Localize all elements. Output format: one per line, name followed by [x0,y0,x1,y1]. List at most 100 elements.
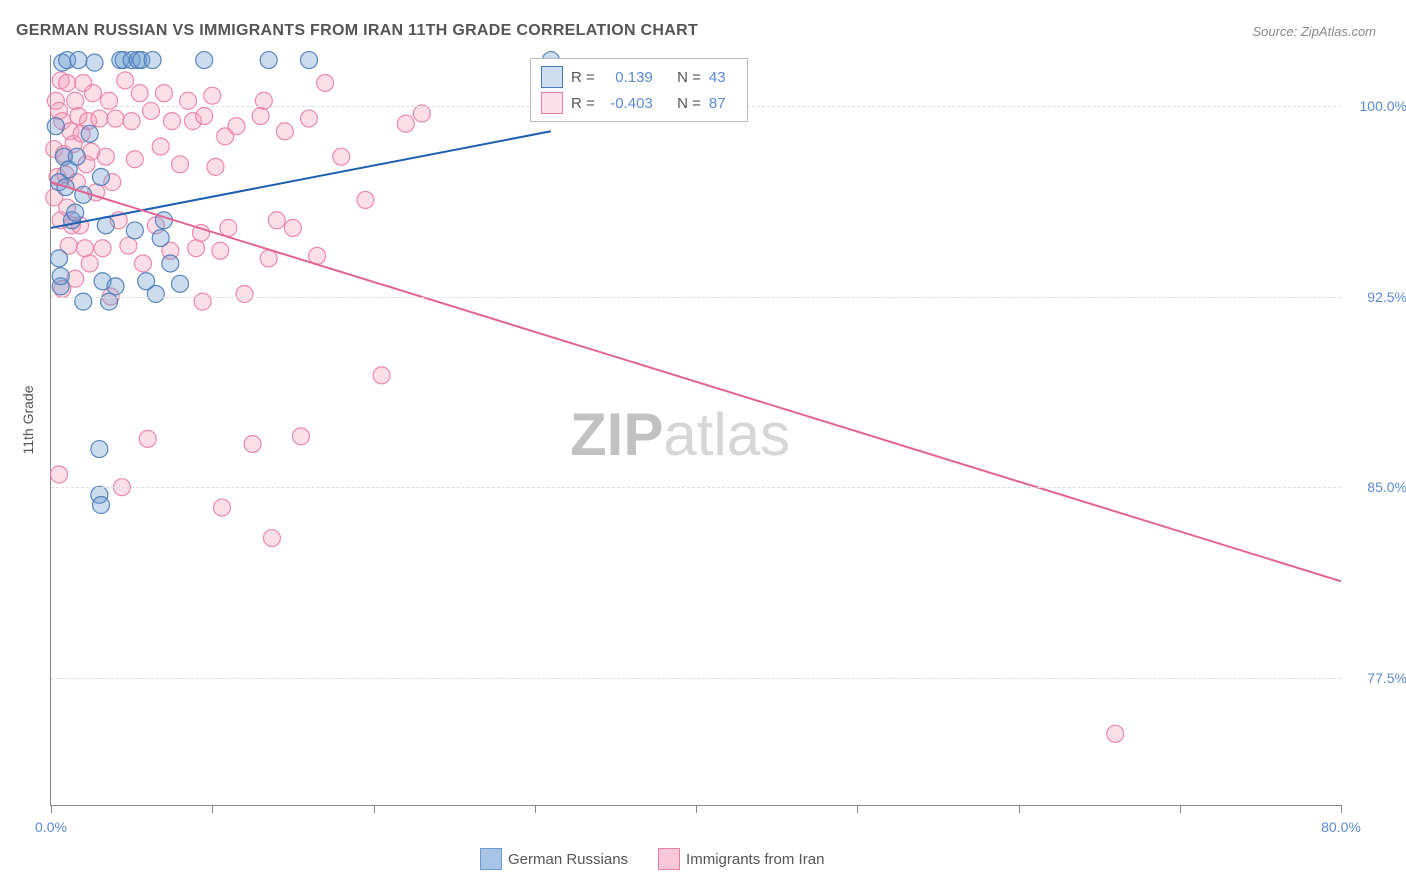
scatter-point [357,191,374,208]
scatter-point [126,222,143,239]
xtick [374,805,375,813]
xtick [212,805,213,813]
n-label: N = [677,69,701,86]
n-value: 87 [709,95,737,112]
scatter-point [260,52,277,69]
legend-label: German Russians [508,851,628,868]
xtick [696,805,697,813]
ytick-label: 77.5% [1347,670,1406,686]
n-value: 43 [709,69,737,86]
scatter-point [172,275,189,292]
scatter-point [213,499,230,516]
scatter-point [333,148,350,165]
scatter-point [212,242,229,259]
scatter-point [236,285,253,302]
scatter-point [144,52,161,69]
n-label: N = [677,95,701,112]
scatter-point [94,240,111,257]
scatter-point [252,108,269,125]
r-value: -0.403 [603,95,653,112]
regression-line [51,131,551,228]
scatter-point [196,108,213,125]
scatter-point [228,118,245,135]
r-label: R = [571,69,595,86]
scatter-point [207,158,224,175]
ytick-label: 85.0% [1347,479,1406,495]
scatter-point [134,255,151,272]
swatch-icon [480,848,502,870]
ytick-label: 92.5% [1347,289,1406,305]
scatter-point [260,250,277,267]
xtick [1019,805,1020,813]
chart-svg [51,55,1341,805]
scatter-point [92,497,109,514]
swatch-icon [541,92,563,114]
regression-line [51,182,1341,581]
scatter-point [120,237,137,254]
gridline [51,487,1341,488]
xtick-label: 80.0% [1321,819,1361,835]
r-label: R = [571,95,595,112]
scatter-point [67,204,84,221]
scatter-point [91,110,108,127]
scatter-point [126,151,143,168]
scatter-point [196,52,213,69]
scatter-point [204,87,221,104]
scatter-point [117,72,134,89]
plot-area: 77.5%85.0%92.5%100.0% 0.0%80.0% [50,55,1341,806]
stats-row: R = 0.139 N = 43 [541,64,737,90]
scatter-point [284,219,301,236]
scatter-point [59,74,76,91]
r-value: 0.139 [603,69,653,86]
scatter-point [172,156,189,173]
scatter-point [188,240,205,257]
scatter-point [51,466,68,483]
scatter-point [91,441,108,458]
scatter-point [84,85,101,102]
scatter-point [301,52,318,69]
swatch-icon [658,848,680,870]
scatter-point [244,435,261,452]
ytick-label: 100.0% [1347,98,1406,114]
scatter-point [97,148,114,165]
scatter-point [220,219,237,236]
legend-label: Immigrants from Iran [686,851,824,868]
legend-item: German Russians [480,848,628,870]
scatter-point [52,268,69,285]
stats-legend: R = 0.139 N = 43 R = -0.403 N = 87 [530,58,748,122]
scatter-point [68,148,85,165]
scatter-point [47,118,64,135]
scatter-point [131,85,148,102]
scatter-point [147,285,164,302]
scatter-point [317,74,334,91]
gridline [51,297,1341,298]
bottom-legend: German Russians Immigrants from Iran [480,848,824,870]
scatter-point [162,255,179,272]
scatter-point [76,240,93,257]
xtick [51,805,52,813]
scatter-point [51,250,68,267]
xtick [1180,805,1181,813]
xtick-label: 0.0% [35,819,67,835]
gridline [51,678,1341,679]
scatter-point [107,110,124,127]
scatter-point [263,530,280,547]
scatter-point [139,430,156,447]
xtick [535,805,536,813]
scatter-point [70,52,87,69]
source-label: Source: ZipAtlas.com [1252,24,1376,39]
scatter-point [276,123,293,140]
scatter-point [373,367,390,384]
legend-item: Immigrants from Iran [658,848,824,870]
scatter-point [81,125,98,142]
scatter-point [163,113,180,130]
scatter-point [123,113,140,130]
scatter-point [86,54,103,71]
scatter-point [292,428,309,445]
swatch-icon [541,66,563,88]
scatter-point [268,212,285,229]
scatter-point [397,115,414,132]
xtick [1341,805,1342,813]
scatter-point [1107,725,1124,742]
scatter-point [155,85,172,102]
